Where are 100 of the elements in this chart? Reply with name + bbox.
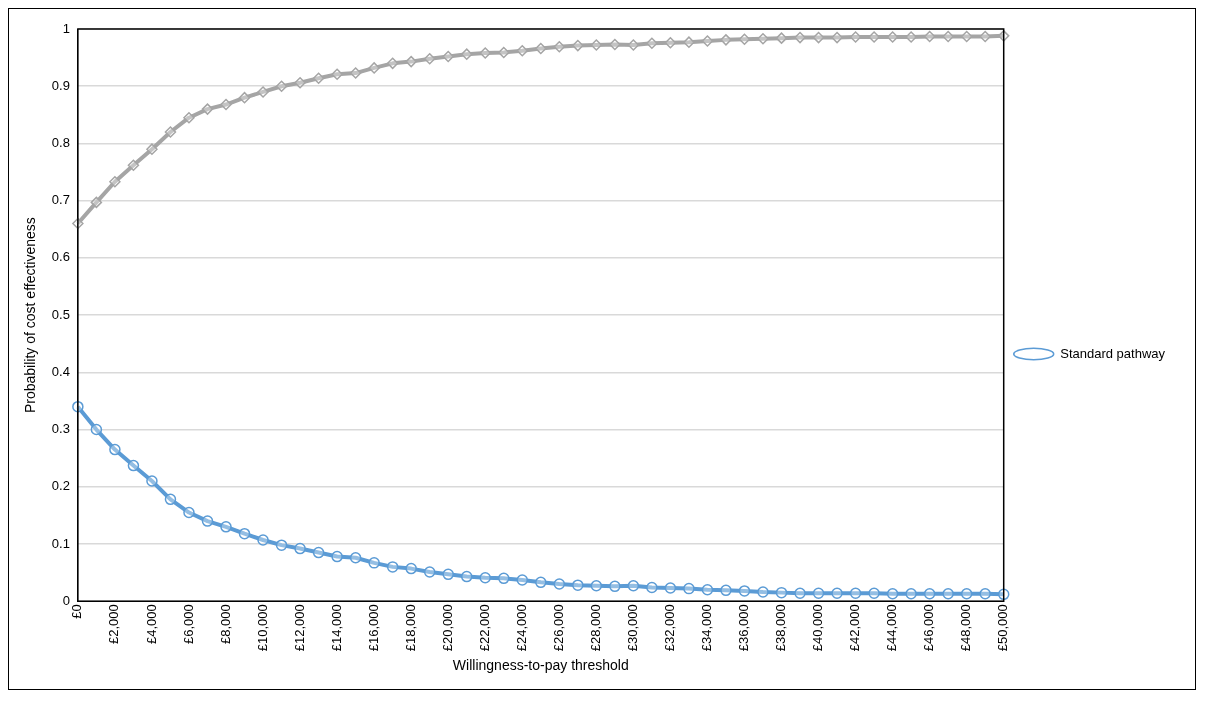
point [498, 572, 510, 585]
x-axis-title: Willingness-to-pay threshold [452, 657, 629, 674]
y-tick-label: 0.6 [51, 249, 70, 265]
point [331, 68, 343, 80]
point [794, 587, 806, 599]
point [275, 539, 288, 551]
y-tick-label: 0.8 [51, 135, 70, 151]
point [368, 557, 380, 569]
x-tick-label: £46,000 [921, 604, 937, 652]
y-tick-label: 0 [62, 592, 70, 608]
point [109, 176, 121, 188]
point [905, 588, 917, 600]
point [794, 31, 806, 44]
x-tick-label: £38,000 [773, 604, 789, 652]
point [294, 542, 306, 555]
point [257, 534, 269, 546]
x-tick-label: £32,000 [661, 604, 677, 652]
point [572, 579, 584, 591]
y-tick-label: 1 [62, 20, 70, 36]
point [423, 53, 436, 65]
y-axis-title: Probability of cost effectiveness [22, 217, 39, 414]
point [127, 459, 140, 472]
point [201, 515, 214, 527]
x-tick-label: £20,000 [439, 604, 455, 652]
point [257, 86, 269, 98]
point [868, 587, 880, 599]
point [220, 521, 232, 533]
x-tick-label: £44,000 [884, 604, 900, 652]
y-tick-label: 0.7 [51, 192, 70, 208]
x-tick-label: £14,000 [328, 604, 344, 652]
point [368, 62, 380, 74]
x-tick-label: £24,000 [513, 604, 529, 652]
point [312, 546, 325, 559]
y-tick-label: 0.2 [51, 478, 70, 494]
point [386, 57, 399, 70]
x-tick-label: £0 [69, 604, 85, 619]
point [479, 572, 491, 584]
point [960, 588, 973, 600]
point [627, 580, 640, 592]
point [183, 111, 195, 124]
point [312, 72, 325, 84]
point [738, 585, 751, 597]
point [127, 159, 140, 171]
point [979, 588, 991, 600]
x-tick-label: £12,000 [291, 604, 307, 652]
x-tick-label: £42,000 [847, 604, 863, 652]
y-tick-label: 0.5 [51, 306, 70, 322]
x-tick-label: £18,000 [402, 604, 418, 652]
x-tick-label: £2,000 [106, 604, 122, 644]
point [886, 588, 899, 600]
point [183, 506, 195, 519]
point [109, 443, 121, 456]
point [683, 582, 695, 595]
point [535, 576, 547, 589]
x-tick-label: £10,000 [254, 604, 270, 652]
point [849, 587, 862, 599]
y-tick-label: 0.9 [51, 77, 70, 93]
x-tick-label: £48,000 [958, 604, 974, 652]
x-tick-label: £26,000 [550, 604, 566, 652]
point [812, 587, 825, 599]
point [701, 584, 714, 596]
point [590, 580, 603, 592]
point [294, 77, 306, 89]
point [220, 98, 232, 111]
x-tick-label: £22,000 [476, 604, 492, 652]
x-tick-label: £8,000 [217, 604, 233, 644]
point [831, 587, 843, 599]
point [238, 527, 251, 540]
x-tick-label: £34,000 [699, 604, 715, 652]
point [609, 580, 621, 593]
point [442, 568, 454, 581]
y-tick-label: 0.4 [51, 363, 70, 379]
point [201, 103, 214, 115]
point [775, 586, 788, 599]
x-tick-label: £16,000 [365, 604, 381, 652]
y-tick-label: 0.3 [51, 421, 70, 437]
point [516, 574, 529, 586]
x-tick-label: £50,000 [995, 604, 1011, 652]
y-tick-label: 0.1 [51, 535, 70, 551]
point [479, 47, 491, 59]
point [423, 566, 436, 578]
point [275, 80, 288, 92]
x-tick-label: £36,000 [736, 604, 752, 652]
legend-label: Standard pathway [1060, 345, 1166, 361]
point [831, 31, 843, 44]
x-tick-label: £40,000 [810, 604, 826, 652]
point [349, 551, 362, 564]
point [923, 588, 936, 600]
point [553, 578, 566, 590]
point [942, 588, 954, 600]
point [164, 126, 177, 138]
point [238, 91, 251, 104]
point [720, 34, 732, 46]
x-tick-label: £6,000 [180, 604, 196, 644]
x-tick-label: £28,000 [587, 604, 603, 652]
point [331, 550, 343, 563]
x-tick-label: £4,000 [143, 604, 159, 644]
point [460, 570, 473, 583]
point [164, 493, 177, 506]
point [664, 582, 677, 594]
